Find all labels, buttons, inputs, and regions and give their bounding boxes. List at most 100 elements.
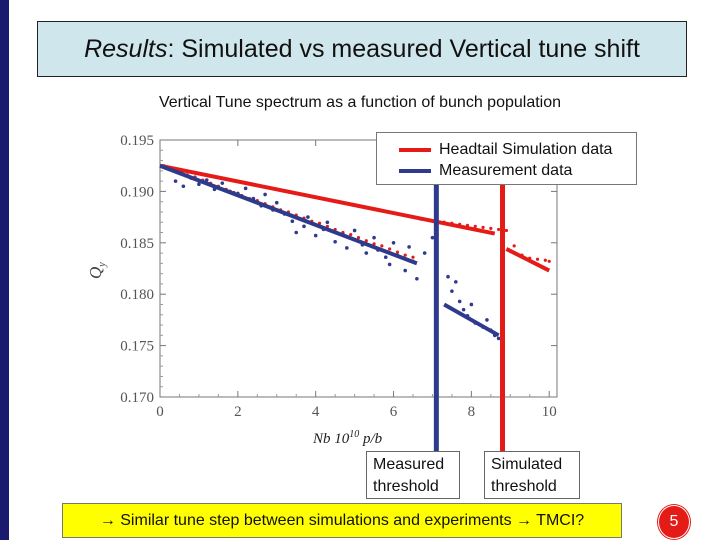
y-axis-label: Qy — [86, 262, 108, 279]
measurement-data-point — [403, 268, 408, 273]
x-axis-label-sup: 10 — [349, 429, 359, 440]
simulated-threshold-line2: threshold — [491, 478, 557, 495]
legend-label-simulation: Headtail Simulation data — [439, 141, 613, 158]
simulation-data-point — [543, 258, 547, 262]
measurement-data-point — [325, 220, 330, 225]
y-tick-label: 0.170 — [120, 390, 154, 406]
plot-frame — [159, 139, 558, 398]
measurement-data-point — [220, 181, 225, 185]
y-tick-label: 0.195 — [120, 133, 154, 149]
simulated-threshold-callout: Simulated threshold — [484, 451, 580, 499]
x-axis-label: Nb 1010 p/b — [312, 429, 383, 447]
measurement-data-point — [446, 274, 450, 279]
measured-threshold-line2: threshold — [373, 478, 439, 495]
y-tick-label: 0.185 — [120, 236, 154, 252]
measurement-data-point — [372, 235, 376, 240]
simulation-data-point — [356, 236, 361, 240]
chart-subtitle: Vertical Tune spectrum as a function of … — [158, 94, 562, 111]
simulation-data-point — [489, 226, 493, 231]
measurement-data-point — [469, 302, 474, 307]
x-tick-label: 10 — [542, 404, 557, 420]
measurement-data-point — [415, 276, 419, 281]
measurement-data-point — [450, 289, 454, 293]
measurement-data-point — [391, 241, 396, 245]
x-tick-label: 4 — [312, 404, 320, 420]
measurement-data-point — [364, 251, 369, 255]
simulation-data-point — [504, 228, 509, 233]
measurement-data-point — [387, 262, 392, 267]
simulation-data-point — [547, 259, 551, 263]
measurement-data-point — [263, 192, 267, 197]
measurement-data-point — [294, 230, 299, 235]
simulation-data-point — [364, 239, 368, 243]
simulation-data-point — [395, 250, 400, 254]
measurement-data-point — [352, 228, 357, 233]
measurement-fit-line — [159, 163, 418, 266]
slide-title-rest: : Simulated vs measured Vertical tune sh… — [167, 34, 640, 63]
legend-swatch-simulation — [399, 148, 431, 152]
chart-legend: Headtail Simulation data Measurement dat… — [376, 132, 637, 185]
simulation-data-point — [388, 247, 392, 251]
measurement-fit-line — [443, 302, 500, 338]
simulation-fit-line — [159, 163, 496, 236]
simulation-data-point — [349, 232, 353, 237]
simulated-threshold-line1: Simulated — [491, 456, 563, 473]
measurement-data-point — [485, 318, 489, 322]
measurement-data-point — [430, 235, 435, 240]
x-axis-label-unit: p/b — [359, 431, 382, 447]
y-axis-label-sub: y — [97, 262, 108, 268]
x-tick-label: 0 — [156, 404, 164, 420]
measurement-data-point — [457, 299, 462, 304]
y-tick-label: 0.175 — [120, 339, 154, 355]
measurement-data-point — [290, 219, 295, 224]
simulation-data-point — [512, 244, 516, 248]
arrow-icon: → — [516, 511, 533, 529]
legend-item-simulation: Headtail Simulation data — [399, 141, 612, 159]
slide-accent-bar — [0, 0, 9, 540]
simulation-data-point — [497, 227, 501, 232]
measurement-data-point — [302, 224, 306, 229]
simulation-fit-line — [505, 247, 551, 273]
legend-label-measurement: Measurement data — [439, 162, 573, 179]
simulation-data-point — [380, 244, 384, 248]
measurement-data-point — [422, 251, 427, 255]
page-number-badge: 5 — [658, 505, 690, 539]
slide-title: Results : Simulated vs measured Vertical… — [37, 21, 687, 77]
measurement-data-point — [197, 182, 201, 187]
measurement-data-point — [313, 233, 318, 238]
footer-text: Similar tune step between simulations an… — [115, 511, 517, 529]
measurement-data-point — [243, 186, 248, 191]
slide-title-italic: Results — [84, 34, 168, 63]
measurement-data-point — [173, 179, 178, 183]
x-tick-label: 2 — [234, 404, 242, 420]
x-tick-label: 6 — [390, 404, 398, 420]
footer-banner: → Similar tune step between simulations … — [62, 503, 622, 538]
simulation-data-point — [403, 253, 407, 257]
y-tick-label: 0.180 — [120, 287, 154, 303]
measurement-data-point — [496, 336, 501, 341]
simulation-data-point — [473, 224, 477, 228]
simulation-data-point — [372, 242, 376, 246]
footer-end: TMCI? — [532, 511, 585, 529]
measurement-data-point — [461, 307, 466, 312]
measurement-data-point — [454, 280, 458, 284]
measurement-data-point — [306, 215, 310, 219]
x-tick-label: 8 — [468, 404, 476, 420]
simulation-data-point — [411, 255, 415, 259]
measured-threshold-callout: Measured threshold — [366, 451, 460, 499]
arrow-icon: → — [99, 511, 116, 529]
measurement-data-point — [407, 245, 411, 249]
measurement-data-point — [383, 255, 388, 259]
y-tick-label: 0.190 — [120, 184, 154, 200]
legend-swatch-measurement — [399, 169, 431, 173]
measurement-data-point — [181, 184, 186, 189]
simulation-data-point — [535, 257, 540, 261]
measured-threshold-line1: Measured — [373, 456, 445, 473]
measurement-data-point — [333, 239, 337, 244]
measurement-data-point — [345, 246, 349, 250]
x-axis-label-base: Nb 10 — [312, 431, 350, 447]
simulation-data-point — [481, 225, 485, 229]
measurement-data-point — [274, 200, 279, 205]
legend-item-measurement: Measurement data — [399, 162, 572, 180]
